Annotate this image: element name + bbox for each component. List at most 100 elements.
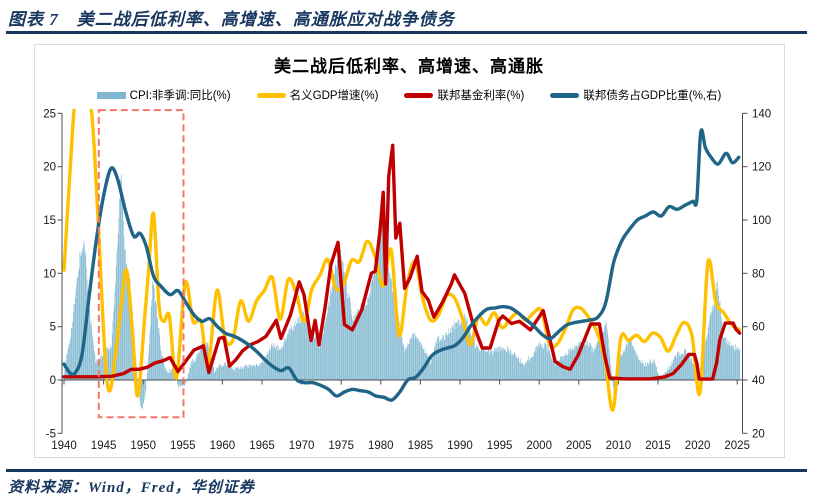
cpi-bar (282, 345, 283, 380)
cpi-bar (251, 367, 253, 380)
cpi-bar (410, 339, 412, 380)
cpi-bar (499, 346, 501, 380)
cpi-bar (595, 345, 597, 380)
cpi-bar (627, 345, 628, 380)
cpi-bar (291, 327, 292, 380)
cpi-bar (395, 307, 397, 380)
cpi-bar (432, 358, 433, 380)
cpi-bar (191, 361, 192, 380)
cpi-bar (107, 346, 108, 380)
cpi-bar (468, 327, 470, 380)
cpi-bar (356, 312, 358, 380)
cpi-bar (76, 283, 77, 380)
cpi-bar (103, 353, 104, 380)
cpi-bar (348, 293, 350, 380)
cpi-bar (295, 326, 296, 380)
cpi-bar (265, 356, 267, 380)
cpi-bar (239, 368, 241, 380)
cpi-bar (127, 267, 128, 380)
cpi-bar (199, 349, 201, 380)
cpi-bar (314, 337, 316, 380)
cpi-bar (109, 350, 110, 380)
cpi-bar (500, 350, 502, 380)
cpi-bar (478, 347, 479, 380)
cpi-bar (236, 367, 238, 380)
cpi-bar (480, 350, 481, 380)
cpi-bar (281, 350, 283, 380)
cpi-bar (234, 369, 235, 380)
cpi-bar (587, 340, 588, 380)
cpi-bar (451, 325, 453, 380)
cpi-bar (589, 345, 591, 380)
cpi-bar (635, 355, 637, 380)
cpi-bar (721, 321, 723, 380)
cpi-bar (557, 364, 558, 380)
cpi-bar (324, 326, 325, 380)
cpi-bar (585, 339, 587, 380)
cpi-bar (651, 363, 653, 380)
cpi-bar (380, 237, 382, 380)
cpi-bar (330, 289, 331, 380)
cpi-bar (169, 372, 171, 380)
legend-item-fedfunds: 联邦基金利率(%) (404, 87, 524, 103)
cpi-bar (686, 352, 688, 380)
cpi-bar (580, 341, 582, 380)
cpi-bar (303, 321, 305, 380)
cpi-bar (630, 338, 631, 380)
cpi-bar (542, 345, 543, 380)
cpi-bar (408, 344, 410, 380)
cpi-bar (427, 355, 428, 380)
cpi-bar (732, 345, 733, 380)
cpi-bar (125, 249, 126, 380)
cpi-bar (546, 346, 547, 380)
cpi-bar (319, 348, 320, 380)
cpi-bar (148, 345, 150, 380)
gdp-line-swatch-icon (256, 92, 286, 98)
cpi-bar (308, 330, 310, 380)
cpi-bar (529, 359, 531, 380)
cpi-bar (177, 380, 179, 385)
cpi-bar (180, 380, 182, 387)
cpi-bar (334, 273, 335, 380)
cpi-bar (645, 362, 646, 380)
legend-label-debt: 联邦债务占GDP比重(%,右) (583, 90, 722, 102)
cpi-bar (457, 319, 459, 380)
x-axis-label: 1965 (249, 440, 275, 452)
cpi-bar (245, 364, 247, 380)
cpi-bar (439, 340, 441, 380)
cpi-bar (309, 327, 311, 380)
cpi-bar (407, 343, 409, 380)
cpi-bar (465, 321, 467, 380)
cpi-bar (298, 317, 299, 380)
cpi-bar (515, 353, 516, 380)
cpi-bar (435, 342, 436, 380)
cpi-bar (140, 380, 142, 408)
cpi-bar (652, 362, 653, 380)
cpi-bar (450, 327, 452, 380)
cpi-bar (544, 342, 545, 380)
cpi-bar (194, 362, 195, 380)
cpi-bar (302, 311, 304, 380)
cpi-bar (284, 338, 285, 380)
cpi-bar (81, 254, 83, 380)
cpi-bar (333, 274, 335, 380)
cpi-bar (277, 350, 279, 380)
cpi-bar (128, 275, 129, 380)
cpi-bar (163, 362, 164, 380)
cpi-bar (354, 315, 355, 380)
cpi-bar (275, 348, 277, 380)
cpi-bar (461, 323, 462, 380)
cpi-bar (294, 325, 295, 380)
cpi-bar (637, 357, 639, 380)
cpi-bar (371, 281, 372, 380)
cpi-bar (311, 335, 312, 380)
cpi-bar (667, 366, 669, 380)
cpi-bar (383, 238, 385, 380)
cpi-bar (404, 349, 406, 380)
cpi-bar (596, 344, 597, 380)
cpi-bar (193, 361, 195, 380)
debt-line-swatch-icon (550, 92, 580, 98)
cpi-bar (730, 344, 732, 380)
cpi-bar (422, 345, 423, 380)
